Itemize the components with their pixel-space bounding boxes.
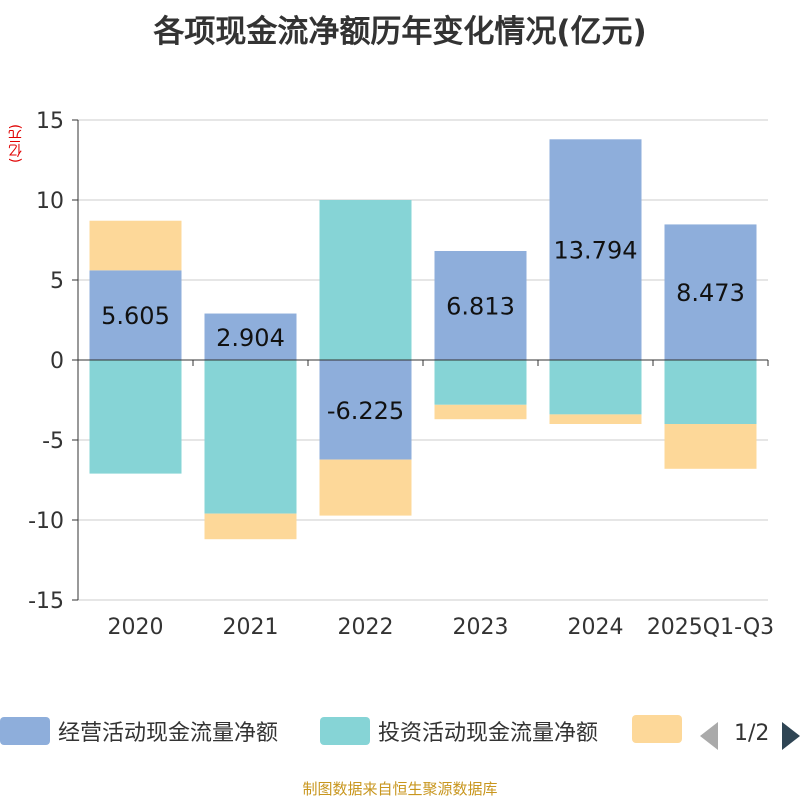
bar-operating-2024[interactable] [549, 139, 642, 360]
x-tick-label-2020: 2020 [108, 615, 164, 640]
x-tick-label-2025Q1-Q3: 2025Q1-Q3 [647, 615, 774, 640]
legend-label-investing: 投资活动现金流量净额 [378, 721, 599, 746]
legend-item-financing[interactable] [632, 715, 690, 743]
chart-canvas: 15 10 5 0 -5 -10 -15 2020 2021 2022 2023 2024 2025Q1… [28, 109, 774, 640]
axes: 15 10 5 0 -5 -10 -15 2020 2021 2022 2023 2024 2025Q1… [28, 109, 774, 640]
chart-title: 各项现金流净额历年变化情况(亿元) [153, 14, 647, 50]
x-tick-label-2021: 2021 [223, 615, 279, 640]
y-tick-label: -10 [28, 509, 64, 534]
data-label-2021: 2.904 [216, 324, 285, 352]
legend: 经营活动现金流量净额 投资活动现金流量净额 1/2 [0, 715, 800, 755]
bar-investing-2020[interactable] [89, 360, 182, 474]
y-tick-label: -15 [28, 589, 64, 614]
legend-item-operating[interactable]: 经营活动现金流量净额 [0, 715, 278, 747]
bar-operating-2021[interactable] [204, 313, 297, 360]
legend-swatch-investing [320, 717, 370, 745]
x-tick-label-2022: 2022 [338, 615, 394, 640]
x-tick-label-2024: 2024 [568, 615, 624, 640]
legend-label-operating: 经营活动现金流量净额 [58, 721, 279, 746]
y-tick-label: 5 [50, 269, 64, 294]
bar-operating-2025Q1-Q3[interactable] [664, 224, 757, 360]
legend-item-investing[interactable]: 投资活动现金流量净额 [320, 715, 598, 747]
x-tick-label-2023: 2023 [453, 615, 509, 640]
bar-financing-2020[interactable] [89, 220, 182, 271]
data-label-2024: 13.794 [554, 237, 638, 265]
legend-next-page-icon[interactable] [782, 722, 800, 750]
bar-financing-2021[interactable] [204, 513, 297, 540]
bar-investing-2022[interactable] [319, 200, 412, 360]
data-label-2025Q1-Q3: 8.473 [676, 279, 745, 307]
y-tick-label: -5 [42, 429, 64, 454]
data-source-note: 制图数据来自恒生聚源数据库 [302, 780, 498, 798]
bar-financing-2025Q1-Q3[interactable] [664, 424, 757, 469]
bar-financing-2023[interactable] [434, 404, 527, 420]
bar-investing-2024[interactable] [549, 360, 642, 415]
legend-swatch-operating [0, 717, 50, 745]
bar-investing-2021[interactable] [204, 360, 297, 514]
legend-pager: 1/2 [700, 718, 800, 754]
bar-operating-2023[interactable] [434, 250, 527, 360]
bar-financing-2022[interactable] [319, 459, 412, 516]
bar-operating-2022[interactable] [319, 360, 412, 460]
bar-financing-2024[interactable] [549, 414, 642, 424]
y-tick-label: 15 [36, 109, 64, 134]
bar-operating-2020[interactable] [89, 270, 182, 360]
legend-prev-page-icon[interactable] [700, 722, 718, 750]
data-labels: 5.605 2.904 -6.225 6.813 13.794 8.473 [101, 237, 745, 425]
data-label-2022: -6.225 [327, 397, 404, 425]
data-label-2020: 5.605 [101, 302, 170, 330]
legend-page-indicator: 1/2 [734, 721, 770, 746]
bar-investing-2025Q1-Q3[interactable] [664, 360, 757, 424]
y-tick-label: 10 [36, 189, 64, 214]
bar-investing-2023[interactable] [434, 360, 527, 405]
y-tick-label: 0 [50, 349, 64, 374]
bars [89, 139, 757, 540]
legend-swatch-financing [632, 715, 682, 743]
data-label-2023: 6.813 [446, 292, 515, 320]
